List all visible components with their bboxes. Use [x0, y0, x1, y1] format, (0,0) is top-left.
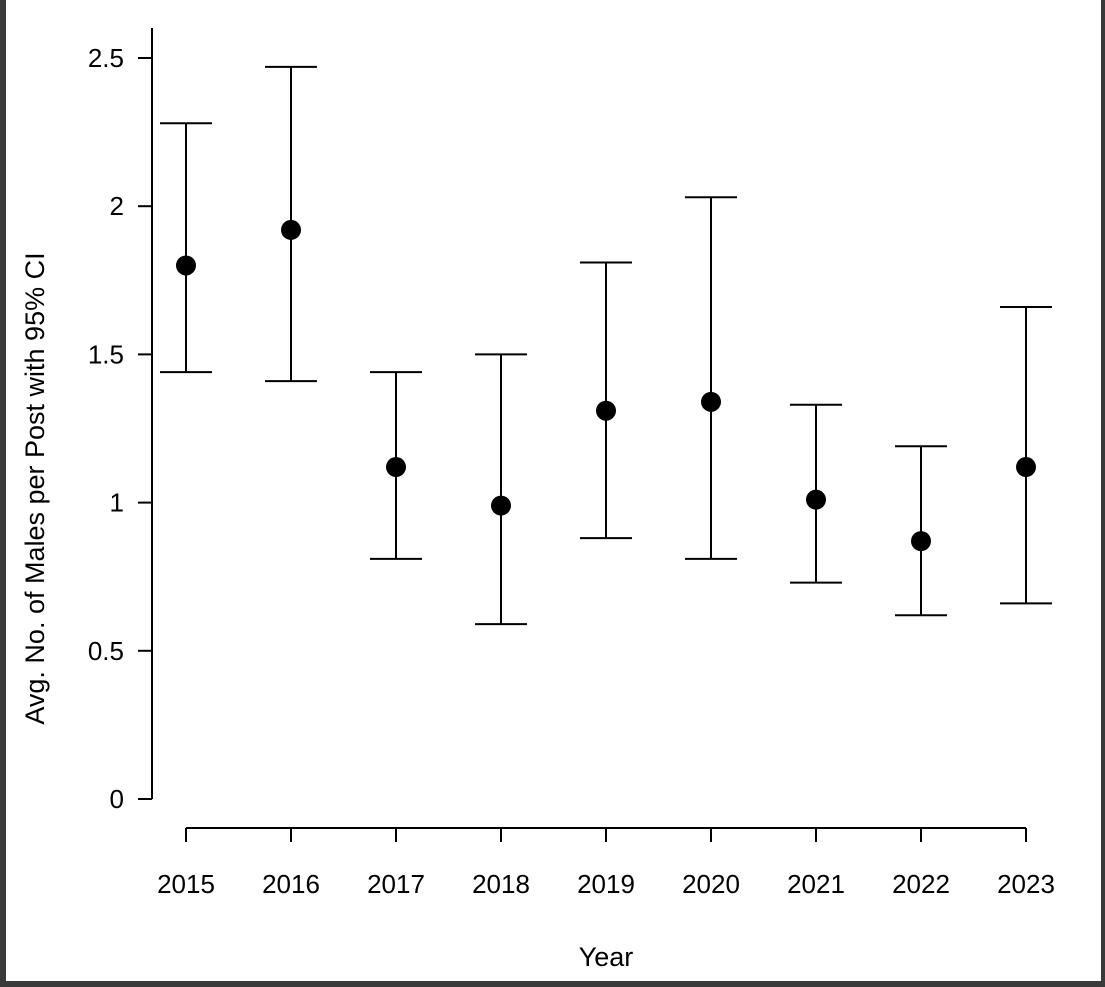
y-axis: 0 0.5 1 1.5 2 2.5 [88, 28, 153, 814]
y-tick-label: 1 [110, 488, 124, 518]
chart-frame: 0 0.5 1 1.5 2 2.5 2015 2016 2017 2018 2019 2020 202… [6, 0, 1101, 981]
x-tick-label: 2020 [682, 869, 740, 899]
y-tick-label: 2 [110, 191, 124, 221]
error-bars [160, 65, 1052, 626]
data-point [176, 255, 196, 276]
y-tick-label: 2.5 [88, 43, 124, 73]
x-tick-label: 2023 [997, 869, 1055, 899]
data-point [806, 489, 826, 510]
data-point [701, 391, 721, 412]
error-bar-chart: 0 0.5 1 1.5 2 2.5 2015 2016 2017 2018 2019 2020 202… [20, 28, 1055, 972]
x-tick-label: 2021 [787, 869, 845, 899]
data-point [1016, 457, 1036, 478]
data-point [596, 400, 616, 421]
x-tick-label: 2015 [157, 869, 215, 899]
y-tick-label: 0.5 [88, 636, 124, 666]
x-axis: 2015 2016 2017 2018 2019 2020 2021 2022 2023 [157, 827, 1055, 899]
x-tick-label: 2019 [577, 869, 635, 899]
y-tick-label: 1.5 [88, 339, 124, 369]
data-point [386, 457, 406, 478]
data-point [491, 495, 511, 516]
data-point [911, 531, 931, 552]
y-axis-title: Avg. No. of Males per Post with 95% CI [20, 252, 50, 724]
data-point [281, 219, 301, 240]
x-tick-label: 2016 [262, 869, 320, 899]
x-tick-label: 2022 [892, 869, 950, 899]
x-axis-title: Year [579, 942, 634, 972]
x-tick-label: 2017 [367, 869, 425, 899]
data-points [176, 219, 1036, 552]
y-tick-label: 0 [110, 784, 124, 814]
x-tick-label: 2018 [472, 869, 530, 899]
